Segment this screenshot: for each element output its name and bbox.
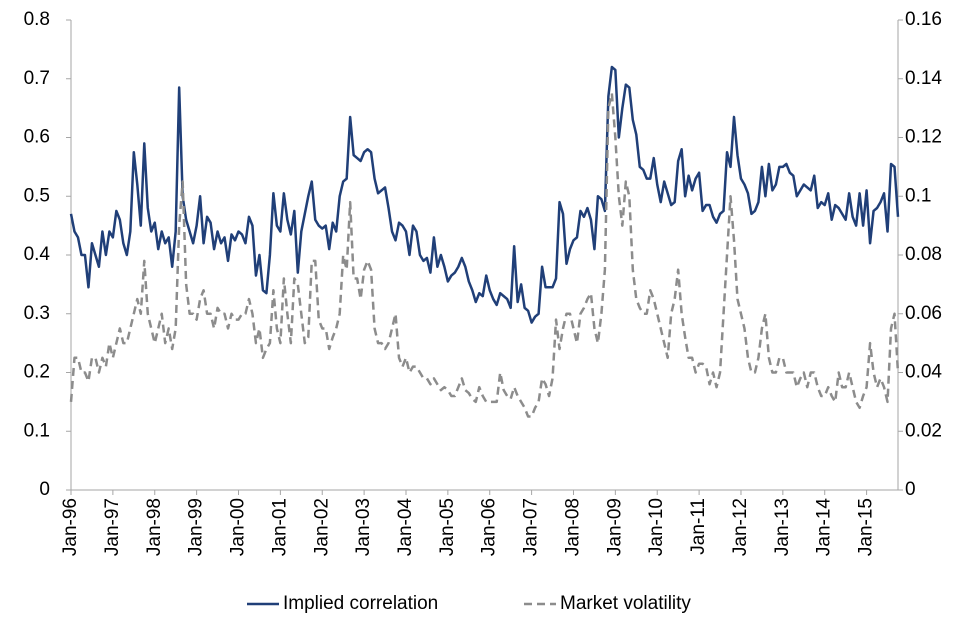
y2-tick-label: 0.04 (905, 362, 942, 383)
x-tick-label: Jan-00 (228, 498, 249, 556)
y-tick-label: 0.5 (24, 185, 50, 206)
y-tick-label: 0 (39, 479, 50, 500)
y2-tick-label: 0 (905, 479, 916, 500)
x-tick-label: Jan-99 (186, 498, 207, 556)
x-tick-label: Jan-09 (604, 498, 625, 556)
x-tick-label: Jan-13 (772, 498, 793, 556)
x-tick-label: Jan-14 (814, 498, 835, 557)
y-tick-label: 0.6 (24, 127, 50, 148)
series-line (69, 92, 900, 418)
y-tick-label: 0.8 (24, 9, 50, 30)
x-tick-label: Jan-05 (437, 498, 458, 556)
y-tick-label: 0.7 (24, 68, 50, 89)
y2-tick-label: 0.1 (905, 185, 931, 206)
x-tick-label: Jan-98 (144, 498, 165, 556)
legend-label: Implied correlation (283, 593, 438, 614)
x-tick-label: Jan-04 (395, 498, 416, 557)
y2-tick-label: 0.06 (905, 303, 942, 324)
x-tick-label: Jan-03 (353, 498, 374, 556)
legend-label: Market volatility (560, 593, 691, 614)
x-tick-label: Jan-10 (646, 498, 667, 556)
series-line (69, 65, 900, 324)
y2-tick-label: 0.08 (905, 244, 942, 265)
x-tick-label: Jan-12 (730, 498, 751, 556)
y2-tick-label: 0.12 (905, 127, 942, 148)
x-tick-label: Jan-08 (562, 498, 583, 556)
y-tick-label: 0.4 (24, 244, 51, 265)
y2-tick-label: 0.02 (905, 420, 942, 441)
x-tick-label: Jan-97 (102, 498, 123, 556)
y2-tick-label: 0.14 (905, 68, 942, 89)
x-tick-label: Jan-01 (269, 498, 290, 556)
x-tick-label: Jan-11 (688, 498, 709, 555)
y-tick-label: 0.1 (24, 420, 50, 441)
y-tick-label: 0.2 (24, 362, 50, 383)
y-tick-label: 0.3 (24, 303, 50, 324)
x-tick-label: Jan-07 (521, 498, 542, 556)
x-tick-label: Jan-15 (856, 498, 877, 556)
x-tick-label: Jan-02 (311, 498, 332, 556)
x-tick-label: Jan-06 (479, 498, 500, 556)
y2-tick-label: 0.16 (905, 9, 942, 30)
x-tick-label: Jan-96 (60, 498, 81, 556)
